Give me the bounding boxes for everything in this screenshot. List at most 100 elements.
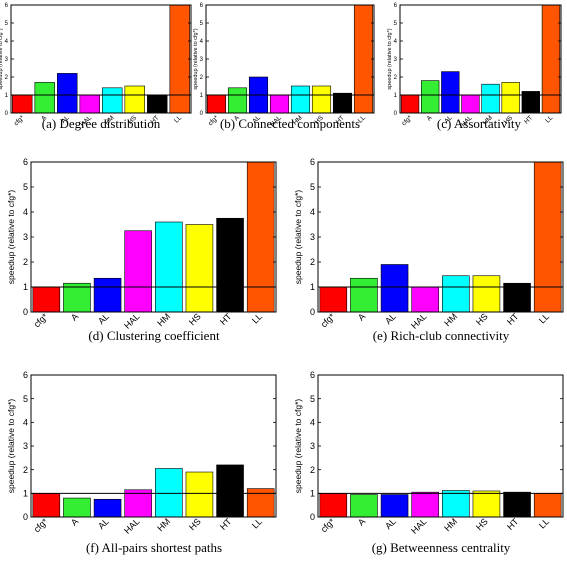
x-tick-label: cfg* (401, 114, 414, 127)
x-tick-label: A (426, 114, 434, 122)
chart-caption: (b) Connected components (220, 116, 360, 131)
bar-AL (93, 277, 122, 313)
x-tick-label: cfg* (207, 114, 220, 127)
x-tick-label: LL (173, 114, 183, 124)
bar-HM (155, 221, 183, 313)
x-tick-label: LL (537, 516, 551, 530)
bar-HS (472, 275, 501, 313)
y-tick-label: 6 (23, 370, 28, 380)
y-tick-label: 1 (310, 488, 315, 498)
y-tick-label: 4 (23, 207, 28, 217)
y-tick-label: 2 (23, 257, 28, 267)
x-tick-label: AL (60, 114, 71, 125)
y-tick-label: 5 (23, 182, 28, 192)
bar-cfg* (32, 286, 61, 313)
y-tick-label: 4 (23, 417, 28, 427)
y-tick-label: 5 (310, 394, 315, 404)
x-tick-label: HS (187, 516, 203, 532)
x-tick-label: HT (150, 114, 161, 125)
bar-HAL (461, 94, 480, 114)
x-tick-label: HS (187, 311, 203, 327)
y-tick-label: 3 (310, 232, 315, 242)
bar-AL (380, 264, 409, 313)
bar-A (63, 497, 91, 518)
x-tick-label: cfg* (319, 516, 337, 534)
y-tick-label: 5 (310, 182, 315, 192)
y-tick-label: 2 (200, 75, 204, 81)
x-tick-label: AL (96, 516, 111, 531)
bar-cfg* (206, 94, 227, 114)
y-axis-label: speedup (relative to cfg*) (6, 399, 16, 494)
bar-HM (155, 468, 183, 518)
bar-AL (93, 498, 122, 518)
y-axis-label: speedup (relative to cfg*) (293, 190, 303, 285)
y-tick-label: 0 (200, 111, 204, 117)
y-tick-label: 2 (310, 465, 315, 475)
bar-cfg* (12, 94, 33, 114)
x-tick-label: HM (442, 311, 459, 328)
y-tick-label: 2 (5, 75, 9, 81)
bar-cfg* (32, 493, 61, 518)
y-tick-label: 1 (200, 93, 204, 99)
bar-HT (503, 282, 531, 313)
x-tick-label: HM (442, 516, 459, 533)
x-tick-label: HT (505, 516, 521, 532)
bar-HS (124, 85, 145, 114)
y-axis-label: speedup (relative to cfg*) (293, 399, 303, 494)
bar-HT (503, 491, 531, 518)
bar-AL (380, 494, 409, 518)
bar-LL (541, 4, 561, 114)
x-tick-label: AL (96, 311, 111, 326)
bar-A (421, 80, 440, 114)
bar-HAL (124, 230, 152, 313)
x-tick-label: HT (218, 311, 234, 327)
y-tick-label: 5 (23, 394, 28, 404)
bar-HS (501, 82, 520, 114)
x-tick-label: LL (250, 516, 264, 530)
y-tick-label: 3 (200, 57, 204, 63)
bar-cfg* (319, 493, 348, 518)
bar-HT (216, 464, 244, 518)
x-tick-label: AL (251, 114, 262, 125)
bar-A (63, 282, 91, 313)
y-tick-label: 4 (200, 39, 204, 45)
x-tick-label: HS (127, 114, 139, 126)
bar-A (350, 277, 378, 313)
y-tick-label: 5 (5, 21, 9, 27)
x-tick-label: HAL (122, 516, 141, 535)
bar-HS (185, 224, 214, 313)
y-axis-label: speedup (relative to cfg*) (0, 28, 4, 89)
bar-HM (442, 490, 470, 518)
x-tick-label: AL (383, 311, 398, 326)
x-tick-label: A (356, 311, 367, 322)
x-tick-label: A (40, 114, 48, 122)
x-tick-label: HM (155, 516, 172, 533)
y-tick-label: 3 (5, 57, 9, 63)
bar-HT (332, 92, 353, 114)
x-tick-label: HT (335, 114, 346, 125)
x-tick-label: HM (155, 311, 172, 328)
y-axis-label: speedup (relative to cfg*) (387, 28, 393, 89)
y-tick-label: 1 (5, 93, 9, 99)
bar-LL (246, 161, 275, 313)
y-tick-label: 1 (23, 282, 28, 292)
bar-LL (533, 493, 562, 518)
bar-HM (442, 275, 470, 313)
y-tick-label: 6 (394, 3, 398, 9)
x-tick-label: cfg* (319, 311, 337, 329)
bar-HS (472, 490, 501, 518)
bar-HAL (124, 489, 152, 518)
y-tick-label: 6 (310, 157, 315, 167)
bar-AL (57, 73, 78, 114)
chart-5: 0 1 2 3 4 5 6 cfg* A AL HAL HM HS HT LL speedup (relati… (6, 370, 277, 555)
y-tick-label: 6 (5, 3, 9, 9)
y-tick-label: 6 (23, 157, 28, 167)
x-tick-label: A (233, 114, 241, 122)
y-tick-label: 1 (310, 282, 315, 292)
x-tick-label: A (69, 516, 80, 527)
x-tick-label: HT (218, 516, 234, 532)
x-tick-label: AL (443, 114, 454, 125)
